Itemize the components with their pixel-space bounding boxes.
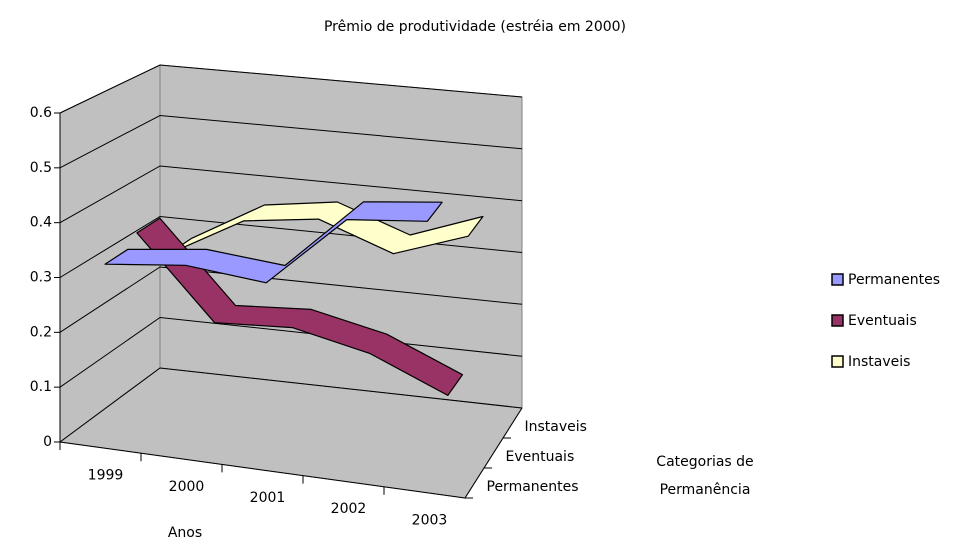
series-ribbon: [168, 201, 484, 255]
legend-swatch: [831, 355, 844, 368]
grid-line: [59, 114, 523, 169]
grid-line: [59, 266, 523, 333]
series-ribbon: [136, 217, 464, 396]
legend-label: Eventuais: [848, 313, 917, 329]
depth-axis-title: Permanência: [660, 482, 751, 498]
legend-swatch: [831, 314, 844, 327]
depth-tick-label: Permanentes: [487, 479, 579, 495]
legend-label: Permanentes: [848, 272, 940, 288]
depth-tick-label: Eventuais: [506, 449, 575, 465]
legend-label: Instaveis: [848, 354, 910, 370]
x-tick-label: 2002: [331, 501, 367, 517]
x-tick-label: 2003: [412, 512, 448, 528]
y-tick-label: 0.1: [30, 379, 52, 395]
y-tick-label: 0: [43, 434, 52, 450]
x-axis-title: Anos: [168, 525, 202, 541]
y-tick-label: 0.3: [30, 270, 52, 286]
y-tick-label: 0.5: [30, 160, 52, 176]
x-axis: [59, 441, 466, 499]
grid-line: [59, 165, 523, 224]
x-tick-label: 2000: [169, 479, 205, 495]
grid-line: [59, 64, 523, 114]
x-tick-label: 1999: [88, 468, 124, 484]
chart-title: Prêmio de produtividade (estréia em 2000…: [324, 19, 626, 35]
grid-line: [59, 367, 523, 443]
depth-tick-label: Instaveis: [525, 419, 587, 435]
depth-axis-title: Categorias de: [656, 454, 753, 470]
depth-axis: [464, 407, 523, 499]
legend-swatch: [831, 273, 844, 286]
x-tick-label: 2001: [250, 490, 286, 506]
y-tick-label: 0.4: [30, 215, 52, 231]
series-ribbon: [104, 201, 443, 284]
y-tick-label: 0.6: [30, 105, 52, 121]
y-tick-label: 0.2: [30, 324, 52, 340]
